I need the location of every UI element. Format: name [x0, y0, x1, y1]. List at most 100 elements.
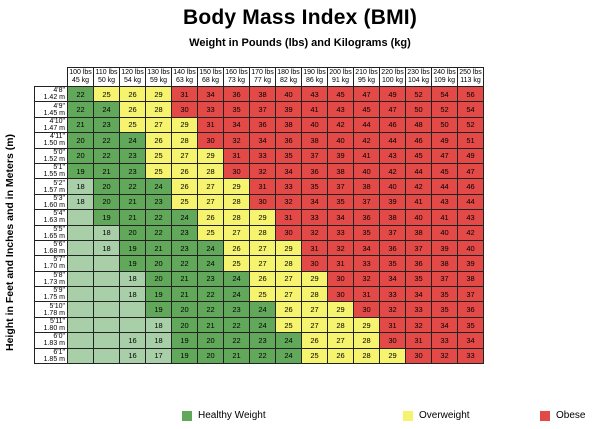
bmi-cell: 45 — [405, 147, 432, 164]
bmi-cell: 27 — [301, 316, 328, 334]
bmi-cell: 37 — [431, 270, 458, 288]
bmi-cell: 22 — [223, 332, 250, 349]
table-row: 5'1" 1.55 m 19 21 23 25 26 28 30 32 34 36 38 40 42 44 45… — [34, 162, 484, 180]
bmi-cell: 30 — [405, 347, 432, 365]
bmi-cell: 32 — [223, 132, 250, 149]
bmi-cell: 54 — [457, 101, 484, 118]
column-header-kg: 50 kg — [97, 77, 116, 84]
bmi-cell — [119, 301, 146, 318]
row-header-ft: 5'2" — [53, 179, 65, 187]
bmi-cell: 28 — [249, 224, 276, 241]
bmi-cell: 36 — [223, 85, 250, 103]
bmi-cell — [119, 316, 146, 334]
row-header-ft: 5'6" — [53, 241, 65, 249]
bmi-cell: 35 — [431, 301, 458, 318]
bmi-cell: 27 — [275, 286, 302, 303]
bmi-cell: 40 — [405, 209, 432, 226]
bmi-cell: 19 — [171, 347, 198, 365]
column-header: 220 lbs 100 kg — [379, 67, 406, 87]
row-header-ft: 5'5" — [53, 225, 65, 233]
bmi-cell: 35 — [431, 286, 458, 303]
column-header-kg: 113 kg — [460, 77, 481, 84]
column-header-kg: 54 kg — [123, 77, 142, 84]
bmi-cell: 43 — [327, 101, 354, 118]
row-header-m: 1.78 m — [43, 309, 65, 317]
bmi-cell: 40 — [353, 162, 380, 180]
bmi-cell: 30 — [197, 132, 224, 149]
bmi-cell: 22 — [67, 85, 94, 103]
bmi-cell: 36 — [379, 239, 406, 257]
bmi-cell: 28 — [223, 193, 250, 211]
bmi-cell: 45 — [353, 101, 380, 118]
bmi-cell: 43 — [379, 147, 406, 164]
bmi-cell: 21 — [119, 209, 146, 226]
bmi-cell: 23 — [223, 301, 250, 318]
bmi-cell: 42 — [327, 116, 354, 134]
bmi-cell: 26 — [171, 178, 198, 195]
bmi-cell: 38 — [327, 162, 354, 180]
bmi-cell: 42 — [405, 178, 432, 195]
bmi-cell: 35 — [223, 101, 250, 118]
bmi-cell: 28 — [275, 255, 302, 272]
bmi-cell: 25 — [145, 147, 172, 164]
row-header-m: 1.57 m — [43, 186, 65, 194]
bmi-cell: 44 — [457, 193, 484, 211]
bmi-cell: 35 — [275, 147, 302, 164]
bmi-cell: 34 — [353, 239, 380, 257]
column-header-lbs: 170 lbs — [251, 69, 274, 76]
chart-subtitle: Weight in Pounds (lbs) and Kilograms (kg… — [189, 37, 411, 49]
bmi-cell: 21 — [223, 347, 250, 365]
bmi-cell: 26 — [249, 270, 276, 288]
bmi-cell: 52 — [405, 85, 432, 103]
bmi-cell: 43 — [431, 193, 458, 211]
bmi-cell: 30 — [171, 101, 198, 118]
bmi-cell: 23 — [197, 270, 224, 288]
bmi-cell: 44 — [431, 178, 458, 195]
bmi-cell: 23 — [171, 239, 198, 257]
table-row: 5'11" 1.80 m 18 20 21 22 24 25 27 28 29 31 32 34 35 — [34, 316, 484, 334]
bmi-cell: 49 — [457, 147, 484, 164]
bmi-cell: 25 — [275, 316, 302, 334]
row-header-ft: 4'9" — [53, 102, 65, 110]
row-header: 6'0" 1.83 m — [34, 332, 68, 349]
row-header: 5'4" 1.63 m — [34, 209, 68, 226]
bmi-cell: 42 — [353, 132, 380, 149]
bmi-cell: 22 — [145, 224, 172, 241]
bmi-cell: 22 — [249, 347, 276, 365]
column-header-kg: 104 kg — [407, 77, 430, 84]
row-header-m: 1.55 m — [43, 171, 65, 179]
row-header: 5'11" 1.80 m — [34, 316, 68, 334]
row-header-ft: 5'0" — [53, 148, 65, 156]
table-row: 6'0" 1.83 m 16 18 19 20 22 23 24 26 27 28 30 31 33 34 — [34, 332, 484, 349]
bmi-cell: 52 — [431, 101, 458, 118]
bmi-cell: 37 — [301, 147, 328, 164]
row-header: 5'7" 1.70 m — [34, 255, 68, 272]
bmi-cell: 32 — [327, 239, 354, 257]
bmi-cell: 24 — [223, 270, 250, 288]
bmi-cell: 20 — [67, 147, 94, 164]
bmi-cell: 37 — [379, 224, 406, 241]
bmi-cell: 18 — [119, 286, 146, 303]
column-header: 210 lbs 95 kg — [353, 67, 380, 87]
table-row: 5'7" 1.70 m 19 20 22 24 25 27 28 30 31 33 35 36 38 39 — [34, 255, 484, 272]
bmi-cell: 38 — [405, 224, 432, 241]
column-header-lbs: 230 lbs — [407, 69, 430, 76]
bmi-cell: 27 — [171, 147, 198, 164]
legend-item-healthy: Healthy Weight — [182, 410, 266, 421]
bmi-cell: 34 — [301, 193, 328, 211]
bmi-cell: 31 — [171, 85, 198, 103]
bmi-cell — [93, 270, 120, 288]
bmi-cell: 24 — [197, 255, 224, 272]
bmi-cell: 22 — [197, 301, 224, 318]
bmi-cell: 19 — [93, 209, 120, 226]
column-header-kg: 109 kg — [433, 77, 456, 84]
bmi-cell: 23 — [171, 224, 198, 241]
bmi-cell: 21 — [93, 162, 120, 180]
bmi-cell: 40 — [457, 239, 484, 257]
row-header: 5'5" 1.65 m — [34, 224, 68, 241]
bmi-cell: 32 — [379, 301, 406, 318]
bmi-cell: 25 — [301, 347, 328, 365]
column-header: 130 lbs 59 kg — [145, 67, 172, 87]
bmi-cell: 36 — [301, 162, 328, 180]
column-header: 240 lbs 109 kg — [431, 67, 458, 87]
